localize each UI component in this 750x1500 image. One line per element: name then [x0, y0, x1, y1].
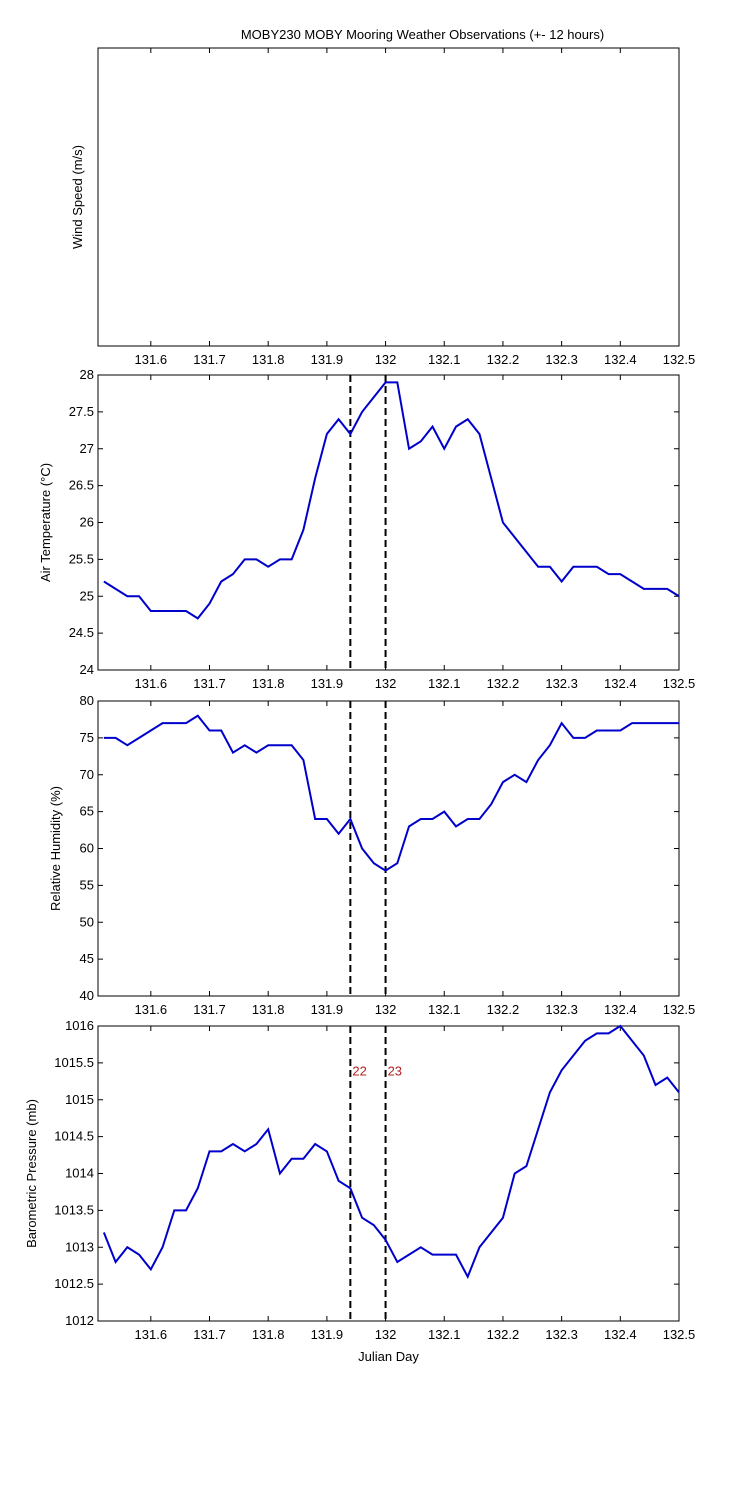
y-tick-label: 40: [80, 988, 94, 1003]
x-tick-label: 132: [375, 676, 397, 691]
y-axis-label: Air Temperature (°C): [38, 463, 53, 582]
x-tick-label: 132.3: [545, 1327, 578, 1342]
x-tick-label: 131.8: [252, 676, 285, 691]
x-tick-label: 131.8: [252, 352, 285, 367]
plot-area: [97, 47, 680, 347]
x-tick-label: 131.7: [193, 1327, 226, 1342]
y-tick-label: 75: [80, 730, 94, 745]
plot-area: [97, 700, 680, 997]
x-tick-label: 132.3: [545, 352, 578, 367]
x-tick-label: 132.3: [545, 1002, 578, 1017]
y-tick-label: 50: [80, 914, 94, 929]
x-tick-label: 132: [375, 352, 397, 367]
y-tick-label: 28: [80, 367, 94, 382]
x-tick-label: 132: [375, 1002, 397, 1017]
x-tick-label: 131.7: [193, 1002, 226, 1017]
plot-area: [97, 374, 680, 671]
y-tick-label: 1015.5: [54, 1055, 94, 1070]
x-tick-label: 132.4: [604, 676, 637, 691]
x-tick-label: 132.4: [604, 1002, 637, 1017]
x-tick-label: 132.5: [663, 1327, 696, 1342]
y-tick-label: 80: [80, 693, 94, 708]
y-tick-label: 26: [80, 515, 94, 530]
x-tick-label: 132.2: [487, 1002, 520, 1017]
annotation: 22: [352, 1063, 366, 1078]
y-tick-label: 26.5: [69, 478, 94, 493]
x-tick-label: 132.4: [604, 1327, 637, 1342]
x-tick-label: 132: [375, 1327, 397, 1342]
y-tick-label: 25.5: [69, 551, 94, 566]
x-tick-label: 132.1: [428, 1002, 461, 1017]
y-axis-label: Relative Humidity (%): [48, 786, 63, 911]
y-tick-label: 24: [80, 662, 94, 677]
x-tick-label: 131.6: [135, 352, 168, 367]
x-tick-label: 132.3: [545, 676, 578, 691]
y-tick-label: 1016: [65, 1018, 94, 1033]
x-tick-label: 131.6: [135, 1002, 168, 1017]
y-axis-label: Wind Speed (m/s): [70, 145, 85, 249]
x-tick-label: 132.2: [487, 352, 520, 367]
y-tick-label: 1012.5: [54, 1276, 94, 1291]
x-tick-label: 131.7: [193, 352, 226, 367]
data-line: [102, 1024, 680, 1280]
chart-title: MOBY230 MOBY Mooring Weather Observation…: [241, 27, 604, 42]
x-tick-label: 132.4: [604, 352, 637, 367]
y-tick-label: 1014.5: [54, 1129, 94, 1144]
y-tick-label: 1014: [65, 1166, 94, 1181]
y-tick-label: 1013: [65, 1239, 94, 1254]
x-tick-label: 132.2: [487, 1327, 520, 1342]
x-tick-label: 131.9: [311, 352, 344, 367]
x-axis-label: Julian Day: [358, 1349, 419, 1364]
y-tick-label: 45: [80, 951, 94, 966]
x-tick-label: 132.1: [428, 676, 461, 691]
x-tick-label: 132.5: [663, 676, 696, 691]
plot-area: [97, 1025, 680, 1322]
y-tick-label: 55: [80, 877, 94, 892]
y-tick-label: 70: [80, 767, 94, 782]
y-tick-label: 25: [80, 588, 94, 603]
y-tick-label: 65: [80, 804, 94, 819]
y-tick-label: 60: [80, 841, 94, 856]
y-tick-label: 1013.5: [54, 1202, 94, 1217]
data-line: [103, 381, 680, 620]
x-tick-label: 131.6: [135, 676, 168, 691]
annotation: 23: [388, 1063, 402, 1078]
x-tick-label: 131.8: [252, 1327, 285, 1342]
y-tick-label: 27: [80, 441, 94, 456]
x-tick-label: 132.5: [663, 352, 696, 367]
x-tick-label: 132.5: [663, 1002, 696, 1017]
x-tick-label: 131.9: [311, 676, 344, 691]
x-tick-label: 132.1: [428, 352, 461, 367]
x-tick-label: 131.7: [193, 676, 226, 691]
y-tick-label: 1012: [65, 1313, 94, 1328]
data-line: [103, 714, 679, 872]
y-axis-label: Barometric Pressure (mb): [24, 1099, 39, 1248]
x-tick-label: 131.9: [311, 1002, 344, 1017]
x-tick-label: 132.2: [487, 676, 520, 691]
x-tick-label: 131.6: [135, 1327, 168, 1342]
x-tick-label: 132.1: [428, 1327, 461, 1342]
y-tick-label: 1015: [65, 1092, 94, 1107]
y-tick-label: 27.5: [69, 404, 94, 419]
y-tick-label: 24.5: [69, 625, 94, 640]
x-tick-label: 131.9: [311, 1327, 344, 1342]
x-tick-label: 131.8: [252, 1002, 285, 1017]
